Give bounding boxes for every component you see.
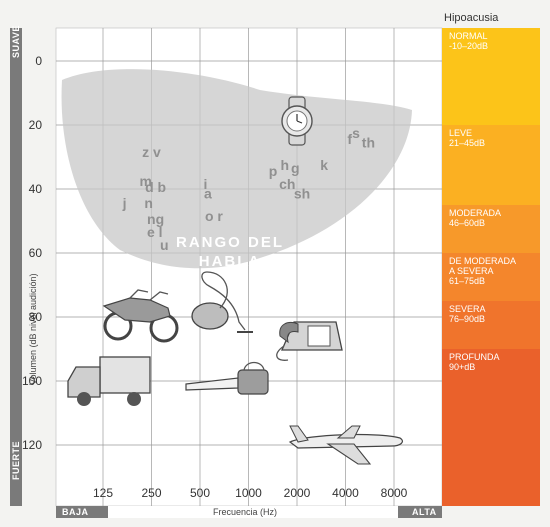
- x-tick-label: 1000: [235, 486, 262, 500]
- speech-sound-label: e l: [147, 224, 163, 240]
- speech-sound-label: j: [122, 195, 127, 211]
- severity-band-range: 90+dB: [449, 362, 475, 372]
- airplane-icon: [288, 425, 404, 465]
- severity-band-range: 21–45dB: [449, 138, 485, 148]
- motorcycle-icon: [102, 289, 179, 343]
- severity-band: [442, 301, 540, 349]
- watch-icon: [281, 96, 313, 146]
- severity-band-name: DE MODERADA: [449, 256, 516, 266]
- severity-band-name: PROFUNDA: [449, 352, 500, 362]
- severity-band-range: -10–20dB: [449, 41, 488, 51]
- speech-sound-label: a: [204, 186, 212, 202]
- speech-sound-label: k: [320, 157, 328, 173]
- speech-sound-label: u: [160, 237, 169, 253]
- y-tick-label: 60: [29, 246, 43, 260]
- speech-sound-label: g: [291, 160, 300, 176]
- speech-sound-label: ng: [147, 211, 164, 227]
- x-tick-label: 8000: [381, 486, 408, 500]
- chart-title: Hipoacusia: [444, 12, 499, 24]
- severity-band-name: NORMAL: [449, 31, 488, 41]
- speech-sound-label: ch: [279, 176, 295, 192]
- x-end-strip-left: [56, 506, 108, 518]
- severity-band-name: MODERADA: [449, 208, 501, 218]
- speech-sound-label: sh: [294, 186, 310, 202]
- x-tick-label: 125: [93, 486, 113, 500]
- x-end-strip-right: [398, 506, 442, 518]
- speech-sound-label: n: [144, 195, 153, 211]
- y-tick-label: 120: [22, 438, 42, 452]
- x-tick-label: 250: [141, 486, 161, 500]
- speech-banana-label-line2: HABLA: [199, 253, 262, 270]
- severity-band-name: A SEVERA: [449, 266, 494, 276]
- y-tick-label: 40: [29, 182, 43, 196]
- speech-sound-label: m: [139, 173, 151, 189]
- y-end-label-bottom: FUERTE: [11, 441, 21, 480]
- severity-band: [442, 349, 540, 506]
- severity-band-name: LEVE: [449, 128, 472, 138]
- x-end-label-low: BAJA: [62, 507, 89, 517]
- y-ticks: 0 20 40 60 80 100 120: [22, 54, 42, 452]
- x-end-label-high: ALTA: [412, 507, 437, 517]
- x-tick-label: 4000: [332, 486, 359, 500]
- chainsaw-icon: [185, 361, 269, 395]
- x-axis-title: Frecuencia (Hz): [213, 507, 277, 517]
- severity-band: [442, 28, 540, 125]
- x-ticks: 125 250 500 1000 2000 4000 8000: [93, 486, 408, 500]
- speech-sound-label: i: [203, 176, 207, 192]
- x-tick-label: 2000: [284, 486, 311, 500]
- y-end-label-top: SUAVE: [11, 25, 21, 58]
- severity-band: [442, 253, 540, 301]
- speech-sound-label: s: [352, 125, 360, 141]
- severity-band-range: 61–75dB: [449, 276, 485, 286]
- y-side-strip: [10, 28, 22, 506]
- speech-sound-label: d b: [145, 179, 166, 195]
- speech-sound-label: p: [269, 163, 278, 179]
- y-tick-label: 100: [22, 374, 42, 388]
- phone-icon: [276, 321, 343, 361]
- y-tick-label: 0: [35, 54, 42, 68]
- vacuum-icon: [191, 271, 253, 333]
- y-tick-label: 20: [29, 118, 43, 132]
- speech-banana: RANGO DEL HABLA: [61, 69, 412, 270]
- speech-banana-shape: [61, 69, 412, 269]
- severity-band-name: SEVERA: [449, 304, 486, 314]
- speech-sound-label: th: [362, 134, 375, 150]
- severity-band-range: 76–90dB: [449, 314, 485, 324]
- severity-band: [442, 205, 540, 253]
- truck-icon: [67, 356, 151, 406]
- y-tick-label: 80: [29, 310, 43, 324]
- speech-sound-label: z v: [142, 144, 161, 160]
- speech-sound-label: h: [281, 157, 290, 173]
- speech-sound-label: o r: [205, 208, 223, 224]
- x-tick-label: 500: [190, 486, 210, 500]
- severity-band: [442, 125, 540, 205]
- y-axis-title: Volumen (dB nivel audición): [28, 273, 38, 385]
- example-sounds: [67, 96, 404, 465]
- speech-sound-label: f: [347, 131, 352, 147]
- severity-band-range: 46–60dB: [449, 218, 485, 228]
- speech-banana-label-line1: RANGO DEL: [176, 234, 284, 251]
- x-bottom-strip: [56, 506, 442, 518]
